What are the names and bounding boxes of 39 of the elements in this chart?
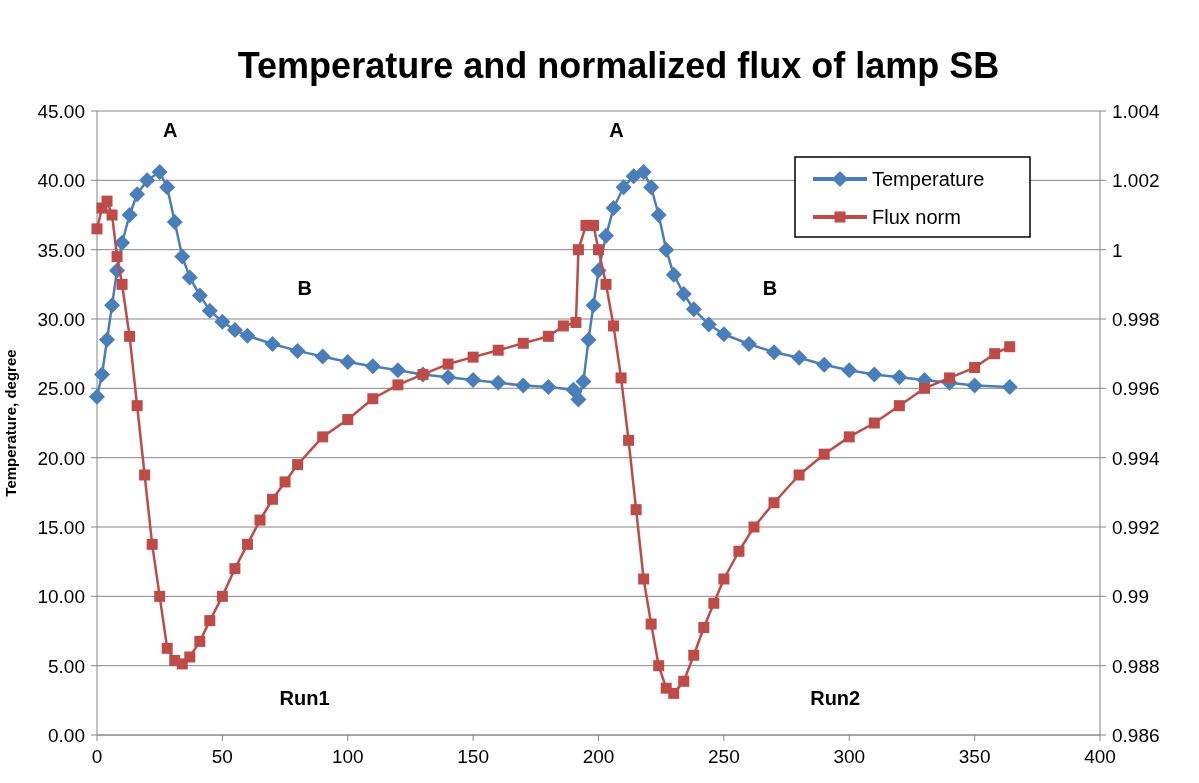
y-tick-label: 10.00 [37, 586, 85, 608]
y2-tick-label: 0.988 [1112, 655, 1160, 677]
annotation: Run1 [279, 687, 330, 710]
y-axis-title: Temperature, degree [2, 349, 19, 497]
x-tick-label: 100 [331, 746, 364, 767]
y-tick-label: 30.00 [37, 309, 85, 330]
y-tick-label: 0.00 [48, 725, 85, 746]
y2-tick-label: 0.992 [1112, 517, 1160, 538]
y-tick-label: 15.00 [37, 517, 85, 538]
y2-tick-label: 0.996 [1112, 378, 1160, 400]
x-tick-label: 400 [1084, 746, 1116, 767]
y2-tick-label: 1.002 [1112, 170, 1160, 192]
legend-label: Temperature [872, 168, 985, 190]
y-tick-label: 5.00 [48, 655, 85, 677]
x-tick-label: 200 [582, 746, 615, 767]
y-tick-label: 25.00 [37, 378, 85, 400]
y-tick-label: 45.00 [37, 101, 85, 122]
y2-tick-label: 0.998 [1112, 309, 1160, 330]
chart-title: Temperature and normalized flux of lamp SB [237, 45, 1000, 86]
y-tick-label: 35.00 [37, 239, 85, 261]
annotation: A [609, 119, 624, 142]
legend-label: Flux norm [872, 206, 961, 228]
y-tick-label: 40.00 [37, 170, 85, 192]
x-tick-label: 300 [833, 746, 866, 767]
x-tick-label: 350 [958, 746, 991, 767]
y-tick-label: 20.00 [37, 447, 85, 469]
annotation: Run2 [810, 687, 861, 710]
y2-tick-label: 1.004 [1112, 101, 1160, 122]
x-tick-label: 50 [211, 746, 233, 767]
x-tick-label: 0 [91, 746, 103, 767]
y2-tick-label: 1 [1112, 239, 1123, 261]
annotation: A [162, 119, 178, 142]
y2-tick-label: 0.99 [1112, 586, 1149, 608]
y2-tick-label: 0.986 [1112, 725, 1160, 746]
y2-tick-label: 0.994 [1112, 447, 1160, 469]
annotation: B [762, 277, 778, 300]
x-tick-label: 250 [708, 746, 740, 767]
annotation: B [297, 277, 312, 300]
x-tick-label: 150 [457, 746, 489, 767]
